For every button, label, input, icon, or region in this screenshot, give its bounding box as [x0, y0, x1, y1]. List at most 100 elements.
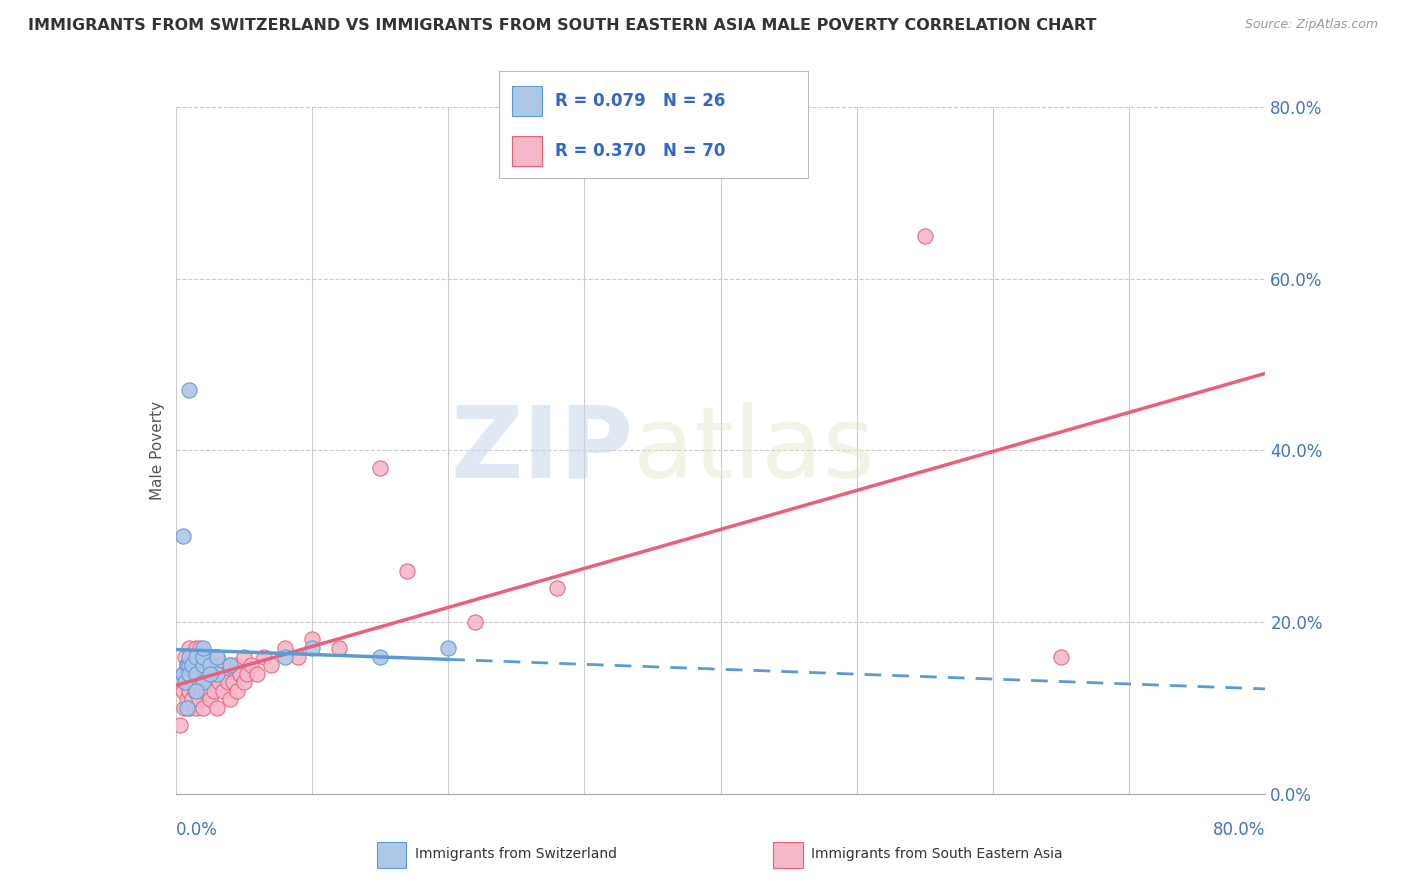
- Point: [287, 649, 309, 664]
- Point: [187, 692, 209, 706]
- Point: [186, 640, 208, 655]
- FancyBboxPatch shape: [377, 842, 406, 868]
- Point: [186, 683, 208, 698]
- Point: [205, 649, 228, 664]
- Point: [194, 683, 217, 698]
- Point: [368, 460, 391, 475]
- Text: R = 0.370   N = 70: R = 0.370 N = 70: [555, 142, 725, 160]
- FancyBboxPatch shape: [773, 842, 803, 868]
- Point: [186, 666, 208, 681]
- Point: [198, 692, 221, 706]
- Point: [181, 692, 204, 706]
- Point: [191, 640, 214, 655]
- Point: [222, 675, 245, 690]
- Point: [186, 649, 208, 664]
- Point: [191, 649, 214, 664]
- Point: [328, 640, 350, 655]
- Point: [186, 675, 208, 690]
- Point: [260, 658, 283, 673]
- Point: [219, 692, 242, 706]
- Point: [205, 649, 228, 664]
- Point: [229, 666, 252, 681]
- Point: [179, 658, 201, 673]
- FancyBboxPatch shape: [512, 87, 543, 116]
- Point: [173, 701, 195, 715]
- Point: [179, 683, 201, 698]
- Point: [190, 683, 212, 698]
- Point: [195, 666, 218, 681]
- Point: [177, 675, 200, 690]
- Point: [368, 649, 391, 664]
- Point: [217, 675, 239, 690]
- Point: [212, 683, 235, 698]
- Point: [205, 666, 228, 681]
- Point: [209, 658, 232, 673]
- Point: [205, 701, 228, 715]
- Point: [186, 701, 208, 715]
- Point: [179, 649, 201, 664]
- Point: [226, 683, 249, 698]
- Point: [191, 701, 214, 715]
- Text: 0.0%: 0.0%: [176, 822, 218, 839]
- Point: [188, 666, 211, 681]
- Text: Immigrants from Switzerland: Immigrants from Switzerland: [415, 847, 617, 861]
- Text: 80.0%: 80.0%: [1213, 822, 1265, 839]
- Text: IMMIGRANTS FROM SWITZERLAND VS IMMIGRANTS FROM SOUTH EASTERN ASIA MALE POVERTY C: IMMIGRANTS FROM SWITZERLAND VS IMMIGRANT…: [28, 18, 1097, 33]
- Point: [179, 640, 201, 655]
- Point: [200, 675, 222, 690]
- Point: [194, 658, 217, 673]
- Point: [208, 675, 231, 690]
- Point: [202, 683, 225, 698]
- Point: [274, 649, 297, 664]
- Point: [1050, 649, 1073, 664]
- Point: [188, 640, 211, 655]
- Point: [198, 658, 221, 673]
- Text: ZIP: ZIP: [450, 402, 633, 499]
- Point: [437, 640, 460, 655]
- Point: [191, 666, 214, 681]
- Point: [172, 666, 194, 681]
- Point: [169, 718, 191, 732]
- Point: [172, 529, 194, 543]
- Point: [176, 701, 198, 715]
- Point: [205, 666, 228, 681]
- Point: [181, 658, 204, 673]
- Point: [232, 675, 254, 690]
- Point: [174, 675, 197, 690]
- Point: [183, 649, 205, 664]
- Point: [301, 640, 323, 655]
- Point: [179, 666, 201, 681]
- Point: [219, 658, 242, 673]
- Text: R = 0.079   N = 26: R = 0.079 N = 26: [555, 93, 725, 111]
- Point: [174, 649, 197, 664]
- Point: [546, 581, 568, 595]
- Point: [176, 692, 198, 706]
- Point: [191, 675, 214, 690]
- Point: [176, 658, 198, 673]
- Point: [274, 640, 297, 655]
- Point: [225, 658, 247, 673]
- Point: [179, 666, 201, 681]
- Point: [201, 666, 224, 681]
- FancyBboxPatch shape: [512, 136, 543, 166]
- Point: [193, 675, 215, 690]
- Point: [179, 701, 201, 715]
- Point: [174, 675, 197, 690]
- Y-axis label: Male Poverty: Male Poverty: [149, 401, 165, 500]
- Point: [172, 666, 194, 681]
- Text: atlas: atlas: [633, 402, 875, 499]
- Point: [176, 658, 198, 673]
- Point: [186, 666, 208, 681]
- Point: [183, 666, 205, 681]
- Point: [396, 564, 419, 578]
- Point: [198, 666, 221, 681]
- Point: [253, 649, 276, 664]
- Point: [191, 658, 214, 673]
- Text: Immigrants from South Eastern Asia: Immigrants from South Eastern Asia: [811, 847, 1063, 861]
- Point: [914, 228, 936, 243]
- Text: Source: ZipAtlas.com: Source: ZipAtlas.com: [1244, 18, 1378, 31]
- Point: [235, 666, 257, 681]
- Point: [179, 384, 201, 398]
- Point: [239, 658, 262, 673]
- Point: [184, 683, 207, 698]
